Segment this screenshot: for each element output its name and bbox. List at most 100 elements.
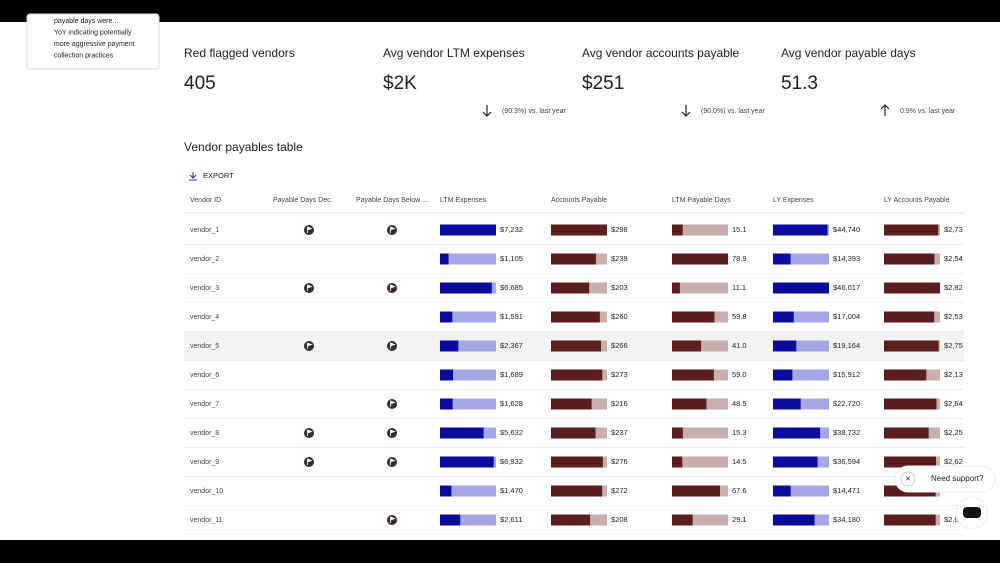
bar — [440, 282, 492, 294]
bar — [440, 514, 461, 526]
bar — [440, 224, 496, 236]
letterbox-bottom — [0, 540, 1000, 563]
cell-value: $1,591 — [500, 312, 523, 321]
sidebar-card — [26, 13, 160, 70]
bar — [672, 369, 714, 381]
red-flag-icon — [304, 457, 314, 467]
bar-track — [440, 311, 496, 323]
trend-arrow — [681, 105, 691, 117]
support-popup[interactable]: × Need support? — [894, 465, 996, 493]
cell-value: $2,53 — [944, 312, 963, 321]
bar — [884, 427, 929, 439]
bar — [884, 311, 935, 323]
bar — [773, 514, 815, 526]
flag-glyph — [307, 284, 313, 291]
bar — [884, 514, 936, 526]
close[interactable]: × — [905, 473, 910, 483]
cell-value: $38,732 — [833, 428, 860, 437]
bar-track — [672, 456, 728, 468]
red-flag-icon — [387, 225, 397, 235]
vendor-id: vendor_3 — [190, 285, 219, 292]
cell-value: $15,912 — [833, 370, 860, 379]
bar — [551, 398, 592, 410]
cell-value: $36,594 — [833, 457, 860, 466]
bar-track — [672, 514, 728, 526]
vendor-id: vendor_5 — [190, 343, 219, 350]
bar — [440, 456, 494, 468]
bar — [672, 398, 707, 410]
bar — [672, 427, 683, 439]
bar — [440, 398, 453, 410]
red-flag-icon — [387, 515, 397, 525]
bar — [773, 369, 793, 381]
cell-value: $2,75 — [944, 341, 963, 350]
column-header: LY Accounts Payable — [884, 197, 950, 204]
bar — [773, 311, 794, 323]
cell-value: $2,611 — [500, 515, 522, 524]
bar — [884, 224, 939, 236]
cell-value: $14,471 — [833, 486, 860, 495]
vendor-id: vendor_2 — [190, 256, 219, 263]
bar-track — [773, 369, 829, 381]
red-flag-icon — [387, 341, 397, 351]
bar — [551, 427, 596, 439]
cell-value: $273 — [611, 370, 628, 379]
kpi-change: (90.3%) vs. last year — [502, 108, 566, 115]
red-flag-icon — [387, 428, 397, 438]
bar — [551, 282, 590, 294]
cell-value: $216 — [611, 399, 628, 408]
bar — [440, 311, 453, 323]
bar — [440, 485, 452, 497]
export-icon[interactable] — [189, 172, 197, 181]
bar — [884, 340, 939, 352]
sidebar-text: payable days were... — [54, 18, 118, 25]
flag-glyph — [307, 429, 313, 436]
cell-value: $2,13 — [944, 370, 963, 379]
letterbox-top — [0, 0, 1000, 22]
cell-value: $2,54 — [944, 254, 963, 263]
cell-value: $266 — [611, 341, 628, 350]
bar — [551, 224, 607, 236]
bar — [672, 311, 715, 323]
kpi-label: Avg vendor accounts payable — [582, 46, 740, 60]
bar — [551, 456, 603, 468]
cell-value: $1,628 — [500, 399, 523, 408]
bar — [773, 456, 818, 468]
page — [0, 22, 1000, 540]
bar-track — [440, 514, 496, 526]
kpi-value: 405 — [184, 73, 216, 94]
cell-value: 11.1 — [732, 283, 746, 292]
cell-value: 15.3 — [732, 428, 747, 437]
red-flag-icon — [304, 283, 314, 293]
cell-value: 14.5 — [732, 457, 747, 466]
bar-track — [672, 224, 728, 236]
cell-value: $2,367 — [500, 341, 523, 350]
flag-glyph — [307, 226, 313, 233]
red-flag-icon — [387, 283, 397, 293]
column-header: Payable Days Below ... — [356, 197, 428, 204]
bar — [551, 369, 603, 381]
cell-value: $1,470 — [500, 486, 523, 495]
cell-value: $260 — [611, 312, 628, 321]
bar — [551, 253, 596, 265]
red-flag-icon — [304, 225, 314, 235]
cell-value: 29.1 — [732, 515, 747, 524]
kpi-change: (90.0%) vs. last year — [701, 108, 765, 115]
red-flag-icon — [387, 457, 397, 467]
bar-track — [440, 340, 496, 352]
bar-track — [440, 398, 496, 410]
flag-glyph — [390, 400, 396, 407]
flag-glyph — [390, 226, 396, 233]
kpi-label: Red flagged vendors — [184, 46, 295, 60]
export-button[interactable]: EXPORT — [203, 171, 234, 180]
bar-track — [773, 398, 829, 410]
cell-value: $17,004 — [833, 312, 860, 321]
flag-glyph — [390, 458, 396, 465]
bar-track — [672, 427, 728, 439]
cell-value: $7,232 — [500, 225, 523, 234]
vendor-id: vendor_11 — [190, 517, 223, 524]
bar — [440, 369, 454, 381]
kpi-value: $2K — [383, 73, 417, 94]
cell-value: $46,017 — [833, 283, 860, 292]
